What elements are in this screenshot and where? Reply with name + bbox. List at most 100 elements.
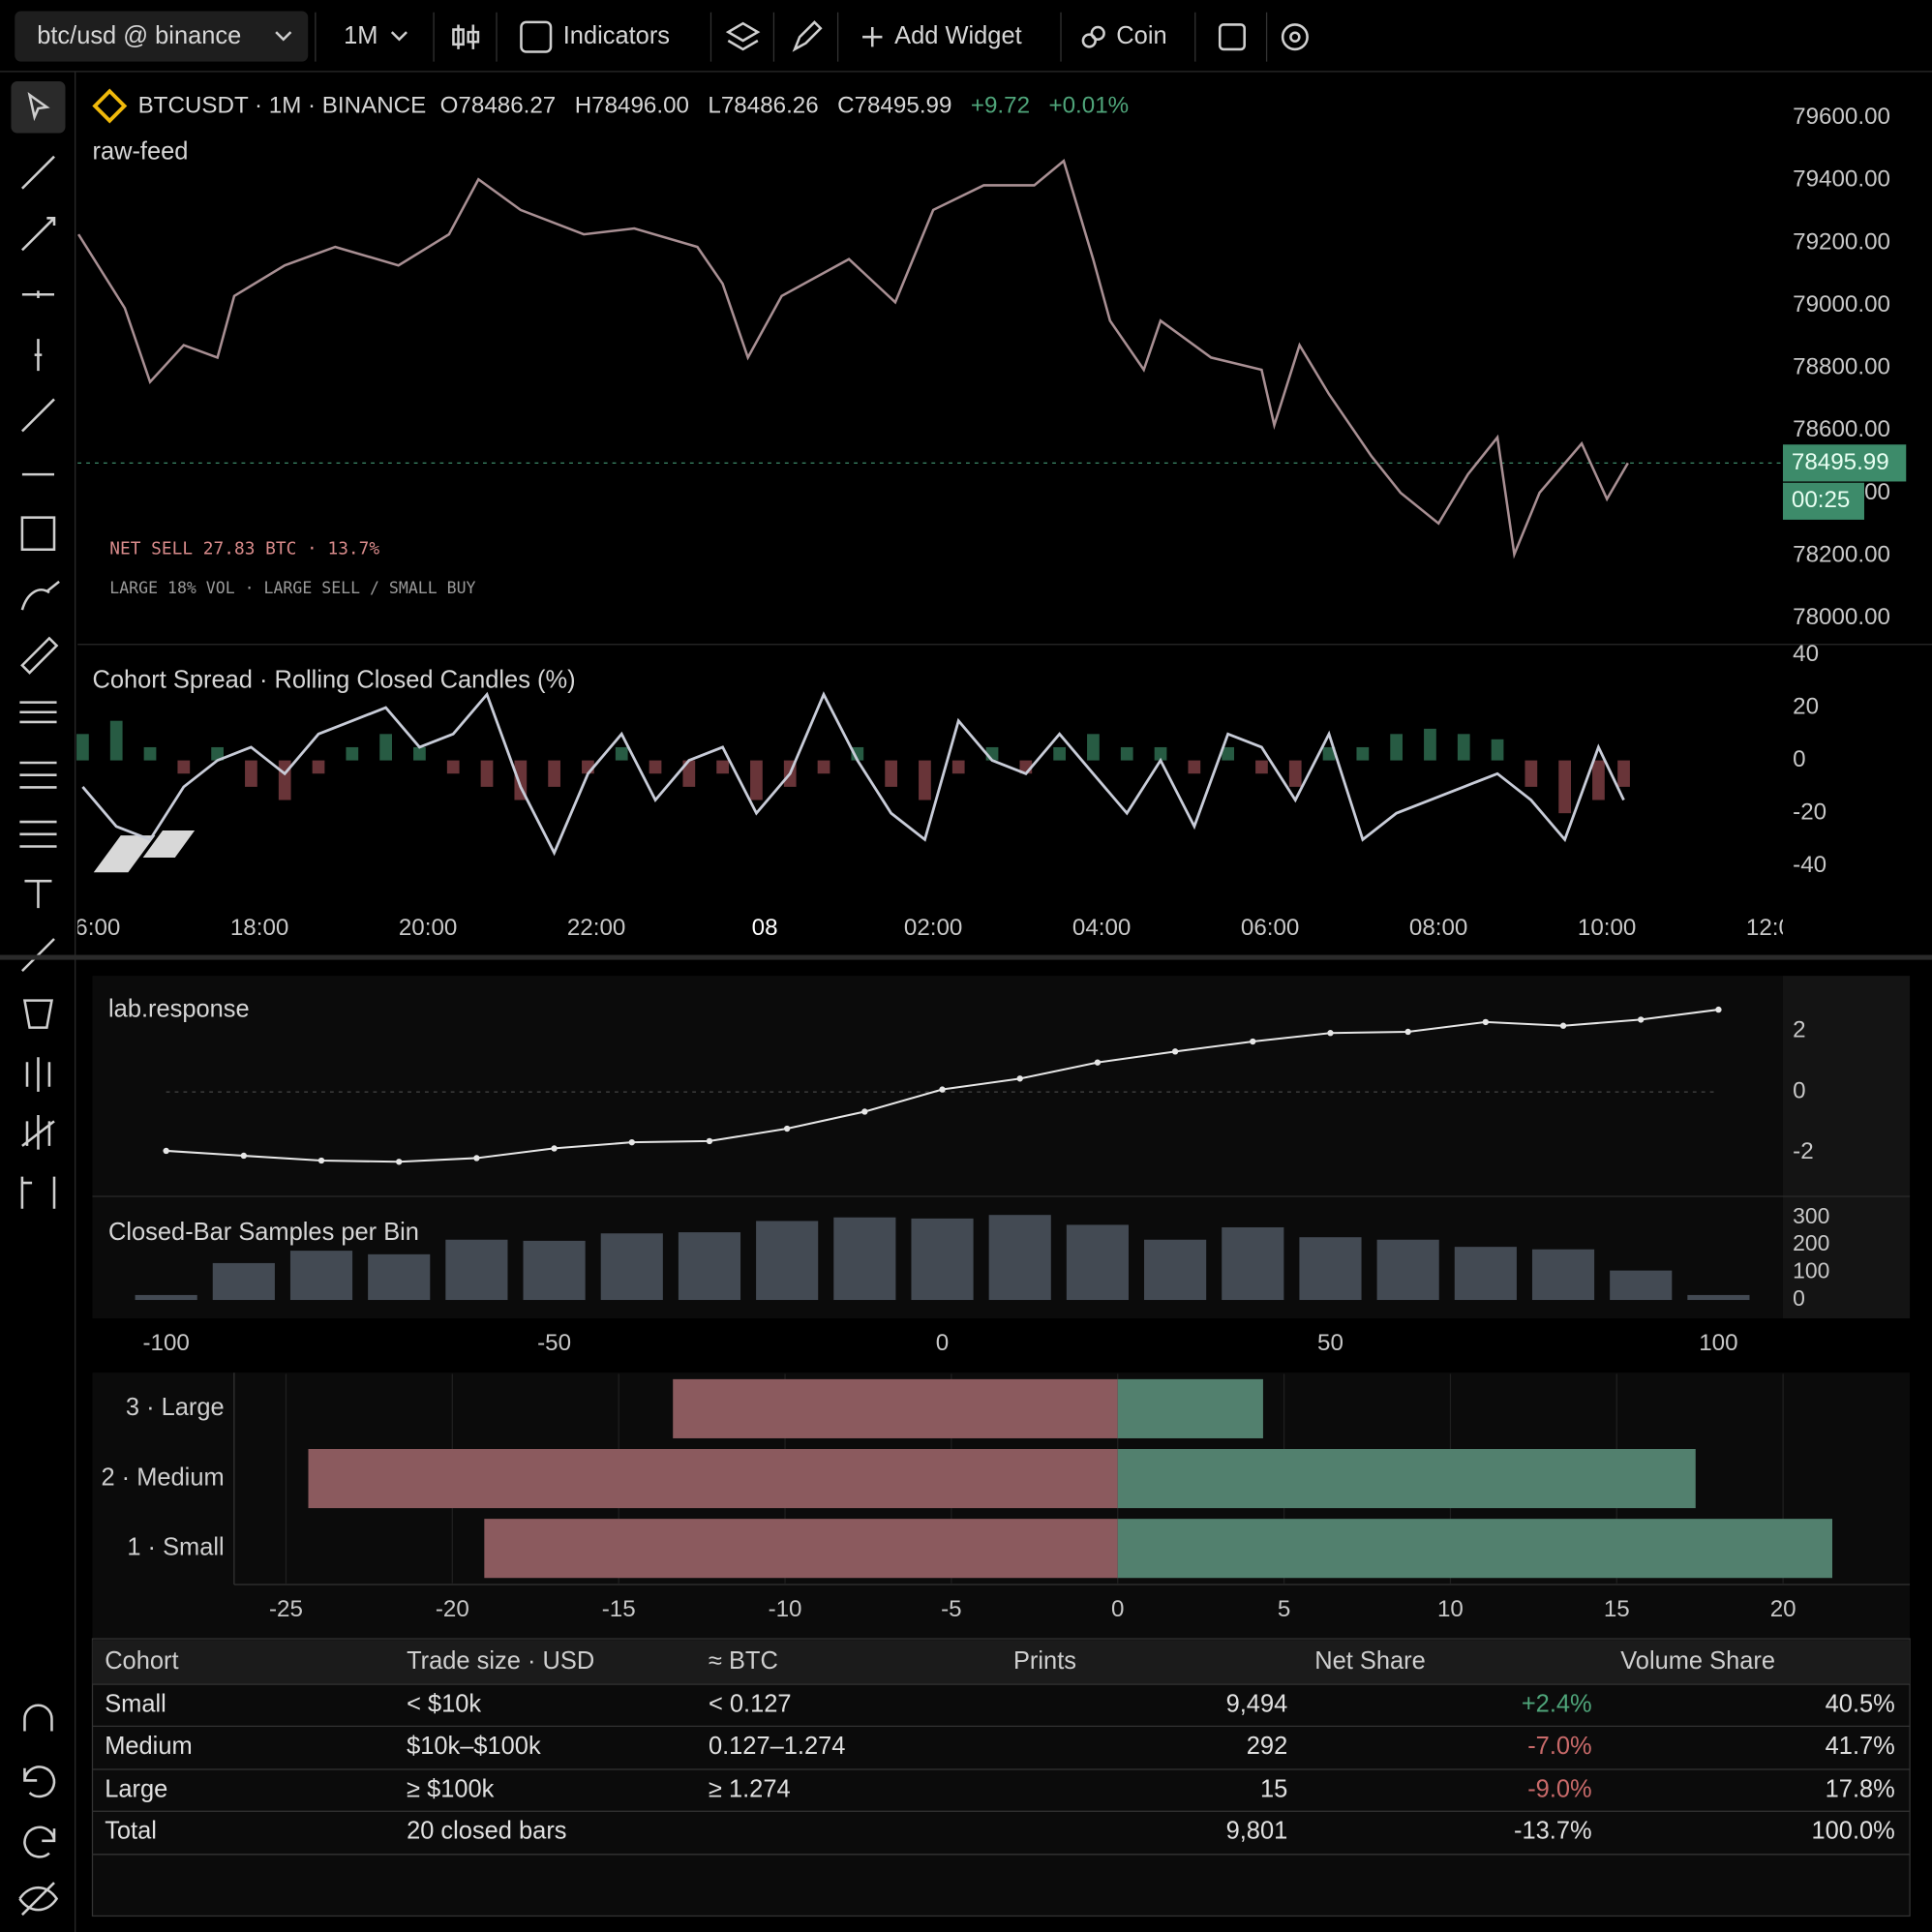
text-icon[interactable] xyxy=(24,879,52,909)
histogram-bar xyxy=(615,746,628,761)
histogram-bar xyxy=(1454,1247,1517,1301)
coin[interactable]: Coin xyxy=(1116,22,1166,49)
x-tick-label: 04:00 xyxy=(1072,915,1132,941)
histogram-bar xyxy=(523,1240,586,1301)
histogram-bar xyxy=(1053,746,1066,761)
x-tick-label: -25 xyxy=(269,1596,303,1622)
coin-icon[interactable] xyxy=(1081,33,1097,48)
settings-icon[interactable] xyxy=(1281,23,1309,51)
histogram-bar xyxy=(1491,739,1504,761)
symbol-button[interactable] xyxy=(15,11,309,62)
table-cell: -7.0% xyxy=(1527,1733,1591,1760)
x-tick-label: 12:00 xyxy=(1746,915,1805,941)
column-header: ≈ BTC xyxy=(709,1647,778,1675)
histogram-bar xyxy=(413,746,426,761)
candle-icon[interactable] xyxy=(452,24,480,49)
histogram-bar xyxy=(1610,1270,1673,1301)
point xyxy=(1094,1059,1102,1066)
undo-icon[interactable] xyxy=(23,1766,56,1798)
legend-close: C78495.99 xyxy=(837,93,951,119)
indicators-icon[interactable] xyxy=(520,20,553,53)
redo-icon[interactable] xyxy=(23,1826,56,1858)
histogram-bar xyxy=(368,1253,431,1301)
bars-icon[interactable] xyxy=(25,1057,51,1092)
histogram-bar xyxy=(1617,760,1630,787)
ruler-icon[interactable] xyxy=(20,636,59,675)
add-widget[interactable]: Add Widget xyxy=(894,22,1022,49)
x-tick-label: 18:00 xyxy=(230,915,289,941)
interval[interactable]: 1M xyxy=(344,22,377,49)
cursor-icon[interactable] xyxy=(27,92,50,122)
histogram-bar xyxy=(445,1239,508,1301)
short-icon[interactable] xyxy=(19,820,57,848)
point xyxy=(1638,1016,1645,1023)
watermark-logo xyxy=(93,830,196,873)
x-tick-label: -100 xyxy=(142,1330,189,1356)
y-tick-label: 0 xyxy=(1793,1285,1805,1311)
histogram-bar xyxy=(1424,728,1436,761)
pane-title: Closed-Bar Samples per Bin xyxy=(108,1219,419,1246)
rectangle-icon[interactable] xyxy=(20,516,56,552)
histogram-bar xyxy=(833,1217,896,1301)
bar xyxy=(484,1519,1118,1579)
vline-icon[interactable] xyxy=(34,339,43,372)
long-icon[interactable] xyxy=(19,761,57,789)
y-tick-label: 79600.00 xyxy=(1793,104,1890,130)
layers-icon[interactable] xyxy=(725,21,761,51)
histogram-bar xyxy=(951,760,965,774)
histogram-bar xyxy=(177,760,191,774)
measure-icon[interactable] xyxy=(20,1176,56,1209)
point xyxy=(163,1147,169,1155)
histogram-bar xyxy=(109,720,123,761)
histogram-bar xyxy=(988,1215,1051,1301)
table-cell: 9,494 xyxy=(1226,1690,1288,1717)
x-tick-label: 10:00 xyxy=(1578,915,1637,941)
magnet-icon[interactable] xyxy=(23,1704,53,1732)
brush-icon[interactable] xyxy=(20,580,60,611)
ray-icon[interactable] xyxy=(21,217,56,252)
hline-icon[interactable] xyxy=(21,290,55,299)
x-tick-label: 15 xyxy=(1604,1596,1630,1622)
table-cell: 292 xyxy=(1247,1733,1287,1760)
hide-icon[interactable] xyxy=(18,1882,59,1917)
table-cell: -13.7% xyxy=(1514,1818,1592,1845)
indicators[interactable]: Indicators xyxy=(563,22,670,49)
point xyxy=(1559,1022,1567,1029)
path-icon[interactable] xyxy=(22,999,53,1029)
histogram-bar xyxy=(1144,1239,1207,1301)
y-tick-label: 79200.00 xyxy=(1793,228,1890,255)
pane-title: Cohort Spread · Rolling Closed Candles (… xyxy=(92,667,575,694)
column-header: Net Share xyxy=(1314,1647,1426,1675)
y-tick-label: 100 xyxy=(1793,1258,1829,1283)
table-cell: 40.5% xyxy=(1826,1690,1895,1717)
histogram-bar xyxy=(1687,1294,1750,1301)
point xyxy=(1016,1075,1023,1082)
y-tick-label: 20 xyxy=(1793,693,1819,719)
pencil-icon[interactable] xyxy=(792,20,823,52)
forecast-icon[interactable] xyxy=(21,1115,55,1150)
fib-icon[interactable] xyxy=(19,701,57,724)
line xyxy=(81,691,1625,857)
x-tick-label: 06:00 xyxy=(1241,915,1300,941)
x-tick-label: 08:00 xyxy=(1409,915,1468,941)
annotation: NET SELL 27.83 BTC · 13.7% xyxy=(109,539,379,559)
histogram-bar xyxy=(143,746,157,761)
table-cell: Large xyxy=(105,1775,167,1802)
symbol[interactable]: btc/usd @ binance xyxy=(37,22,241,49)
countdown-box xyxy=(1782,482,1864,520)
x-tick-label: 22:00 xyxy=(567,915,625,941)
extended-icon[interactable] xyxy=(21,398,55,433)
plus-icon[interactable] xyxy=(862,27,883,47)
y-tick-label: 79400.00 xyxy=(1793,166,1890,193)
snapshot-icon[interactable] xyxy=(1218,23,1246,51)
point xyxy=(861,1108,868,1115)
histogram-bar xyxy=(289,1251,353,1301)
histogram-bar xyxy=(1154,746,1167,761)
divider xyxy=(0,954,1932,960)
x-tick-label: 08 xyxy=(752,915,778,941)
bar xyxy=(1117,1449,1696,1509)
table-cell: 20 closed bars xyxy=(407,1818,566,1845)
point xyxy=(1404,1028,1411,1036)
trendline-icon[interactable] xyxy=(21,155,55,190)
